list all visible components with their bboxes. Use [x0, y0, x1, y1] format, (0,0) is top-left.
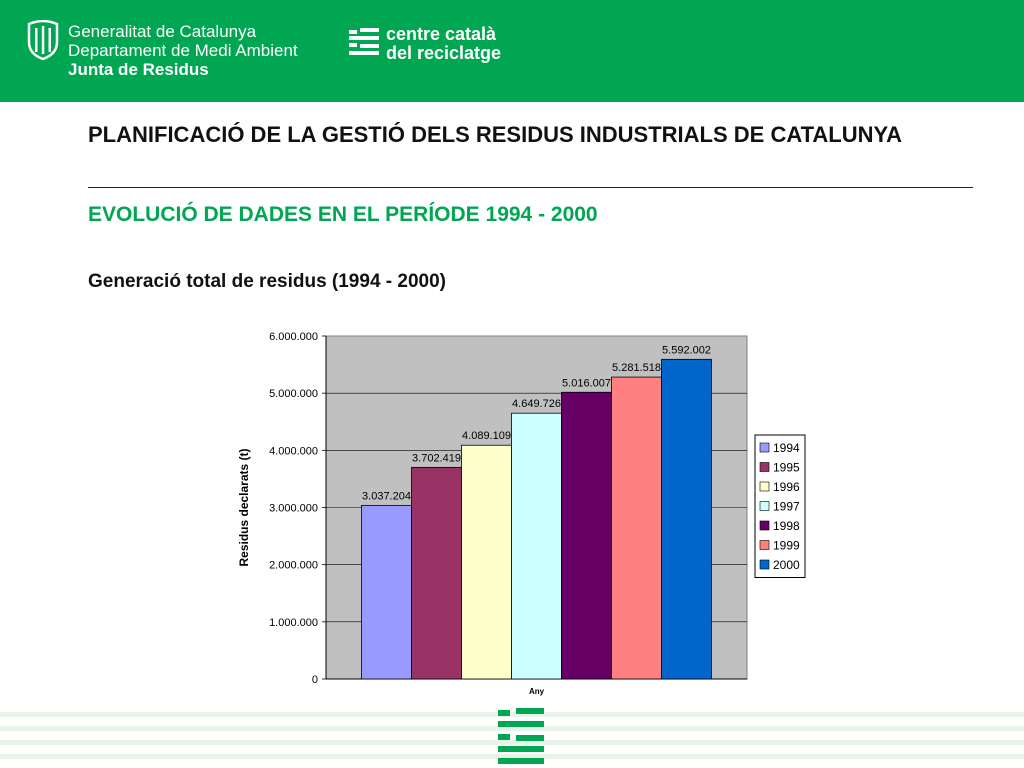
- legend-label-1998: 1998: [773, 519, 800, 533]
- legend-swatch-1996: [759, 481, 770, 492]
- legend-label-1996: 1996: [773, 480, 800, 494]
- data-label-1999: 5.281.518: [612, 362, 661, 374]
- data-label-1994: 3.037.204: [362, 490, 411, 502]
- centre-reciclatge-logo-icon: [349, 28, 379, 55]
- bar-1999: [611, 376, 662, 680]
- generalitat-text: Generalitat de Catalunya Departament de …: [68, 22, 298, 79]
- section-subtitle: EVOLUCIÓ DE DADES EN EL PERÍODE 1994 - 2…: [88, 203, 598, 226]
- legend-label-2000: 2000: [773, 558, 800, 572]
- legend-swatch-2000: [759, 559, 770, 570]
- y-axis-label: Residus declarats (t): [237, 448, 251, 566]
- header-banner: Generalitat de Catalunya Departament de …: [0, 0, 1024, 102]
- legend-swatch-1997: [759, 501, 770, 511]
- bar-1997: [511, 412, 562, 680]
- bar-2000: [661, 358, 712, 680]
- data-label-1998: 5.016.007: [562, 377, 611, 389]
- title-divider: [88, 187, 973, 188]
- legend-swatch-1995: [759, 462, 770, 472]
- legend-label-1997: 1997: [773, 500, 800, 514]
- x-axis-label: Any: [529, 687, 545, 696]
- y-tick-label: 1.000.000: [269, 617, 318, 629]
- y-tick-label: 3.000.000: [269, 503, 318, 515]
- y-tick-label: 5.000.000: [269, 388, 318, 400]
- y-tick-label: 6.000.000: [269, 331, 318, 343]
- data-label-1997: 4.649.726: [512, 398, 561, 410]
- data-label-1996: 4.089.109: [462, 430, 511, 442]
- legend-swatch-1994: [759, 442, 770, 453]
- footer-logo-icon: [498, 708, 544, 764]
- department-name: Departament de Medi Ambient: [68, 41, 298, 60]
- legend-swatch-1998: [759, 520, 770, 531]
- generalitat-name: Generalitat de Catalunya: [68, 22, 257, 41]
- data-label-2000: 5.592.002: [662, 344, 711, 356]
- y-tick-label: 0: [312, 674, 318, 686]
- bar-chart: 0 1.000.000 2.000.000 3.000.000 4.000.000 5.0…: [237, 331, 806, 696]
- generalitat-logo-icon: [27, 20, 59, 60]
- junta-name: Junta de Residus: [68, 60, 209, 79]
- centre-reciclatge-text: centre català del reciclatge: [386, 25, 501, 63]
- bar-1996: [461, 444, 512, 680]
- legend-label-1994: 1994: [773, 441, 800, 455]
- data-label-1995: 3.702.419: [412, 452, 461, 464]
- legend-swatch-1999: [759, 540, 770, 550]
- legend-label-1999: 1999: [773, 539, 800, 553]
- centre-line-1: centre català: [386, 24, 497, 44]
- bar-1998: [561, 391, 612, 680]
- bar-1995: [411, 466, 462, 680]
- page-title: PLANIFICACIÓ DE LA GESTIÓ DELS RESIDUS I…: [88, 122, 903, 147]
- bar-1994: [361, 504, 412, 680]
- y-tick-label: 4.000.000: [269, 445, 318, 457]
- footer-decoration: [0, 708, 1024, 764]
- centre-line-2: del reciclatge: [386, 43, 502, 63]
- chart-heading: Generació total de residus (1994 - 2000): [88, 271, 446, 292]
- y-tick-label: 2.000.000: [269, 560, 318, 572]
- legend-label-1995: 1995: [773, 461, 800, 475]
